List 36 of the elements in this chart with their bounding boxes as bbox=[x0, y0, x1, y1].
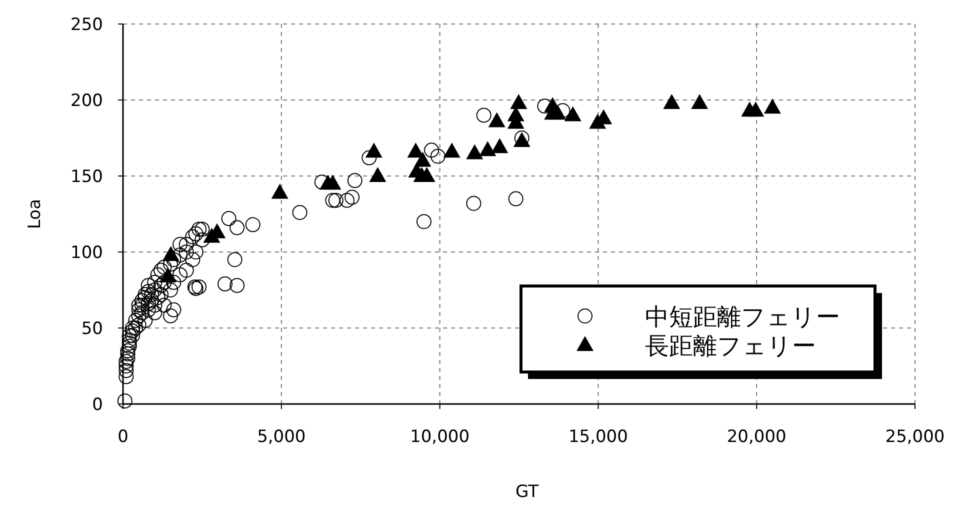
point bbox=[747, 102, 764, 117]
point bbox=[510, 94, 528, 110]
legend-label: 中短距離フェリー bbox=[645, 303, 840, 331]
x-tick-label: 15,000 bbox=[568, 427, 628, 447]
y-tick-label: 200 bbox=[70, 91, 103, 111]
y-tick-label: 0 bbox=[92, 395, 103, 415]
point bbox=[271, 184, 288, 199]
x-tick-label: 0 bbox=[118, 427, 128, 447]
point bbox=[564, 106, 582, 122]
x-axis-title: GT bbox=[516, 482, 540, 502]
point bbox=[491, 138, 508, 154]
point bbox=[365, 142, 382, 158]
point bbox=[479, 141, 496, 156]
point bbox=[466, 144, 484, 160]
x-tick-label: 10,000 bbox=[410, 427, 470, 447]
y-tick-label: 100 bbox=[70, 243, 103, 263]
legend-label: 長距離フェリー bbox=[645, 332, 816, 360]
point bbox=[324, 174, 342, 190]
point bbox=[162, 246, 180, 262]
point bbox=[691, 94, 708, 110]
point bbox=[414, 152, 432, 167]
y-tick-label: 50 bbox=[81, 319, 103, 339]
y-tick-label: 250 bbox=[70, 15, 103, 35]
point bbox=[369, 167, 386, 182]
x-tick-label: 20,000 bbox=[726, 427, 786, 447]
point bbox=[488, 112, 506, 128]
y-axis-title: Loa bbox=[25, 199, 45, 229]
point bbox=[159, 267, 176, 282]
point bbox=[549, 104, 566, 120]
point bbox=[663, 94, 680, 110]
x-tick-label: 5,000 bbox=[257, 427, 306, 447]
point bbox=[764, 98, 781, 114]
point bbox=[443, 142, 460, 158]
x-tick-label: 25,000 bbox=[885, 427, 945, 447]
point bbox=[203, 228, 220, 243]
y-tick-label: 150 bbox=[70, 167, 103, 187]
